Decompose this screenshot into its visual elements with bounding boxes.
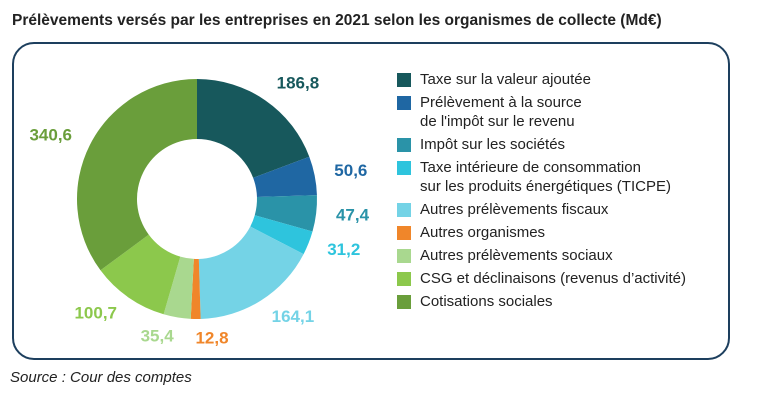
- legend-label: Taxe sur la valeur ajoutée: [420, 71, 591, 88]
- legend-label: Autres prélèvements fiscaux: [420, 201, 609, 218]
- slice: [198, 226, 304, 319]
- legend-item: Autres organismes: [397, 224, 686, 242]
- legend-item: Cotisations sociales: [397, 293, 686, 311]
- legend-label: Impôt sur les sociétés: [420, 136, 566, 153]
- value-label: 340,6: [29, 125, 72, 144]
- legend-swatch: [397, 226, 411, 240]
- slice: [253, 156, 317, 198]
- slice: [100, 234, 181, 315]
- legend-label: CSG et déclinaisons (revenus d’activité): [420, 270, 686, 287]
- frame: [12, 42, 730, 360]
- value-label: 31,2: [327, 240, 360, 259]
- legend-item: Autres prélèvements fiscaux: [397, 201, 686, 219]
- legend-item: CSG et déclinaisons (revenus d’activité): [397, 270, 686, 288]
- legend-swatch: [397, 203, 411, 217]
- value-label: 164,1: [272, 307, 315, 326]
- legend-label: Cotisations sociales: [420, 293, 553, 310]
- legend-swatch: [397, 272, 411, 286]
- slice: [190, 258, 201, 319]
- legend-swatch: [397, 138, 411, 152]
- legend-swatch: [397, 161, 411, 175]
- legend-item: Taxe intérieure de consommation sur les …: [397, 159, 686, 196]
- legend-label: Autres organismes: [420, 224, 546, 241]
- legend-item: Impôt sur les sociétés: [397, 136, 686, 154]
- source: Source : Cour des comptes: [10, 369, 192, 386]
- slice: [197, 79, 310, 178]
- slice: [76, 79, 197, 271]
- slice: [254, 195, 318, 232]
- legend-swatch: [397, 249, 411, 263]
- legend: Taxe sur la valeur ajoutée Prélèvement à …: [397, 71, 686, 317]
- chart-title: Prélèvements versés par les entreprises …: [12, 12, 662, 29]
- value-label: 35,4: [141, 327, 175, 346]
- legend-item: Prélèvement à la source de l'impôt sur l…: [397, 94, 686, 131]
- value-label: 50,6: [334, 161, 367, 180]
- legend-label: Prélèvement à la source de l'impôt sur l…: [420, 94, 582, 130]
- legend-item: Autres prélèvements sociaux: [397, 247, 686, 265]
- legend-swatch: [397, 73, 411, 87]
- legend-label: Taxe intérieure de consommation sur les …: [420, 159, 671, 195]
- slice: [163, 256, 194, 319]
- legend-swatch: [397, 295, 411, 309]
- value-label: 186,8: [277, 73, 320, 92]
- value-label: 12,8: [195, 328, 228, 347]
- legend-item: Taxe sur la valeur ajoutée: [397, 71, 686, 89]
- legend-label: Autres prélèvements sociaux: [420, 247, 613, 264]
- legend-swatch: [397, 96, 411, 110]
- value-label: 47,4: [336, 205, 370, 224]
- value-label: 100,7: [74, 303, 117, 322]
- slice: [250, 215, 313, 255]
